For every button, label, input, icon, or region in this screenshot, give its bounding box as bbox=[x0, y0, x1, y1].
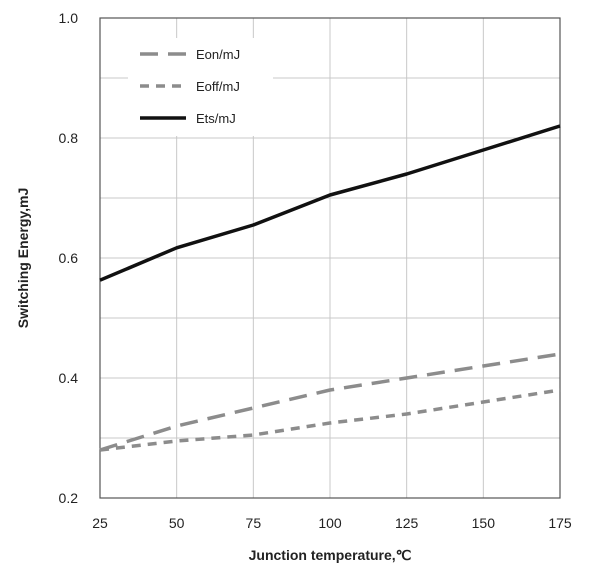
tick-labels: 25 50 75 100 125 150 175 0.2 0.4 0.6 0.8 1.0 bbox=[59, 10, 572, 531]
series-line-ets-mj bbox=[99, 124, 561, 282]
series-line-eoff-mj bbox=[99, 388, 561, 452]
x-tick-label: 75 bbox=[246, 515, 262, 531]
x-axis-title: Junction temperature,℃ bbox=[249, 547, 412, 563]
x-tick-label: 50 bbox=[169, 515, 185, 531]
legend-label: Eon/mJ bbox=[196, 47, 240, 62]
x-tick-label: 175 bbox=[548, 515, 572, 531]
y-tick-label: 0.6 bbox=[59, 250, 79, 266]
y-tick-label: 1.0 bbox=[59, 10, 79, 26]
y-tick-label: 0.8 bbox=[59, 130, 79, 146]
y-axis-title: Switching Energy,mJ bbox=[15, 188, 31, 329]
x-tick-label: 100 bbox=[318, 515, 342, 531]
y-tick-label: 0.2 bbox=[59, 490, 79, 506]
x-tick-label: 25 bbox=[92, 515, 108, 531]
series-lines bbox=[99, 124, 561, 452]
plot-frame bbox=[99, 17, 561, 499]
y-tick-label: 0.4 bbox=[59, 370, 79, 386]
x-tick-label: 125 bbox=[395, 515, 419, 531]
x-tick-label: 150 bbox=[472, 515, 496, 531]
legend-label: Ets/mJ bbox=[196, 111, 236, 126]
legend: Eon/mJ Eoff/mJ Ets/mJ bbox=[128, 38, 273, 136]
legend-label: Eoff/mJ bbox=[196, 79, 240, 94]
series-line-eon-mj bbox=[99, 352, 561, 452]
